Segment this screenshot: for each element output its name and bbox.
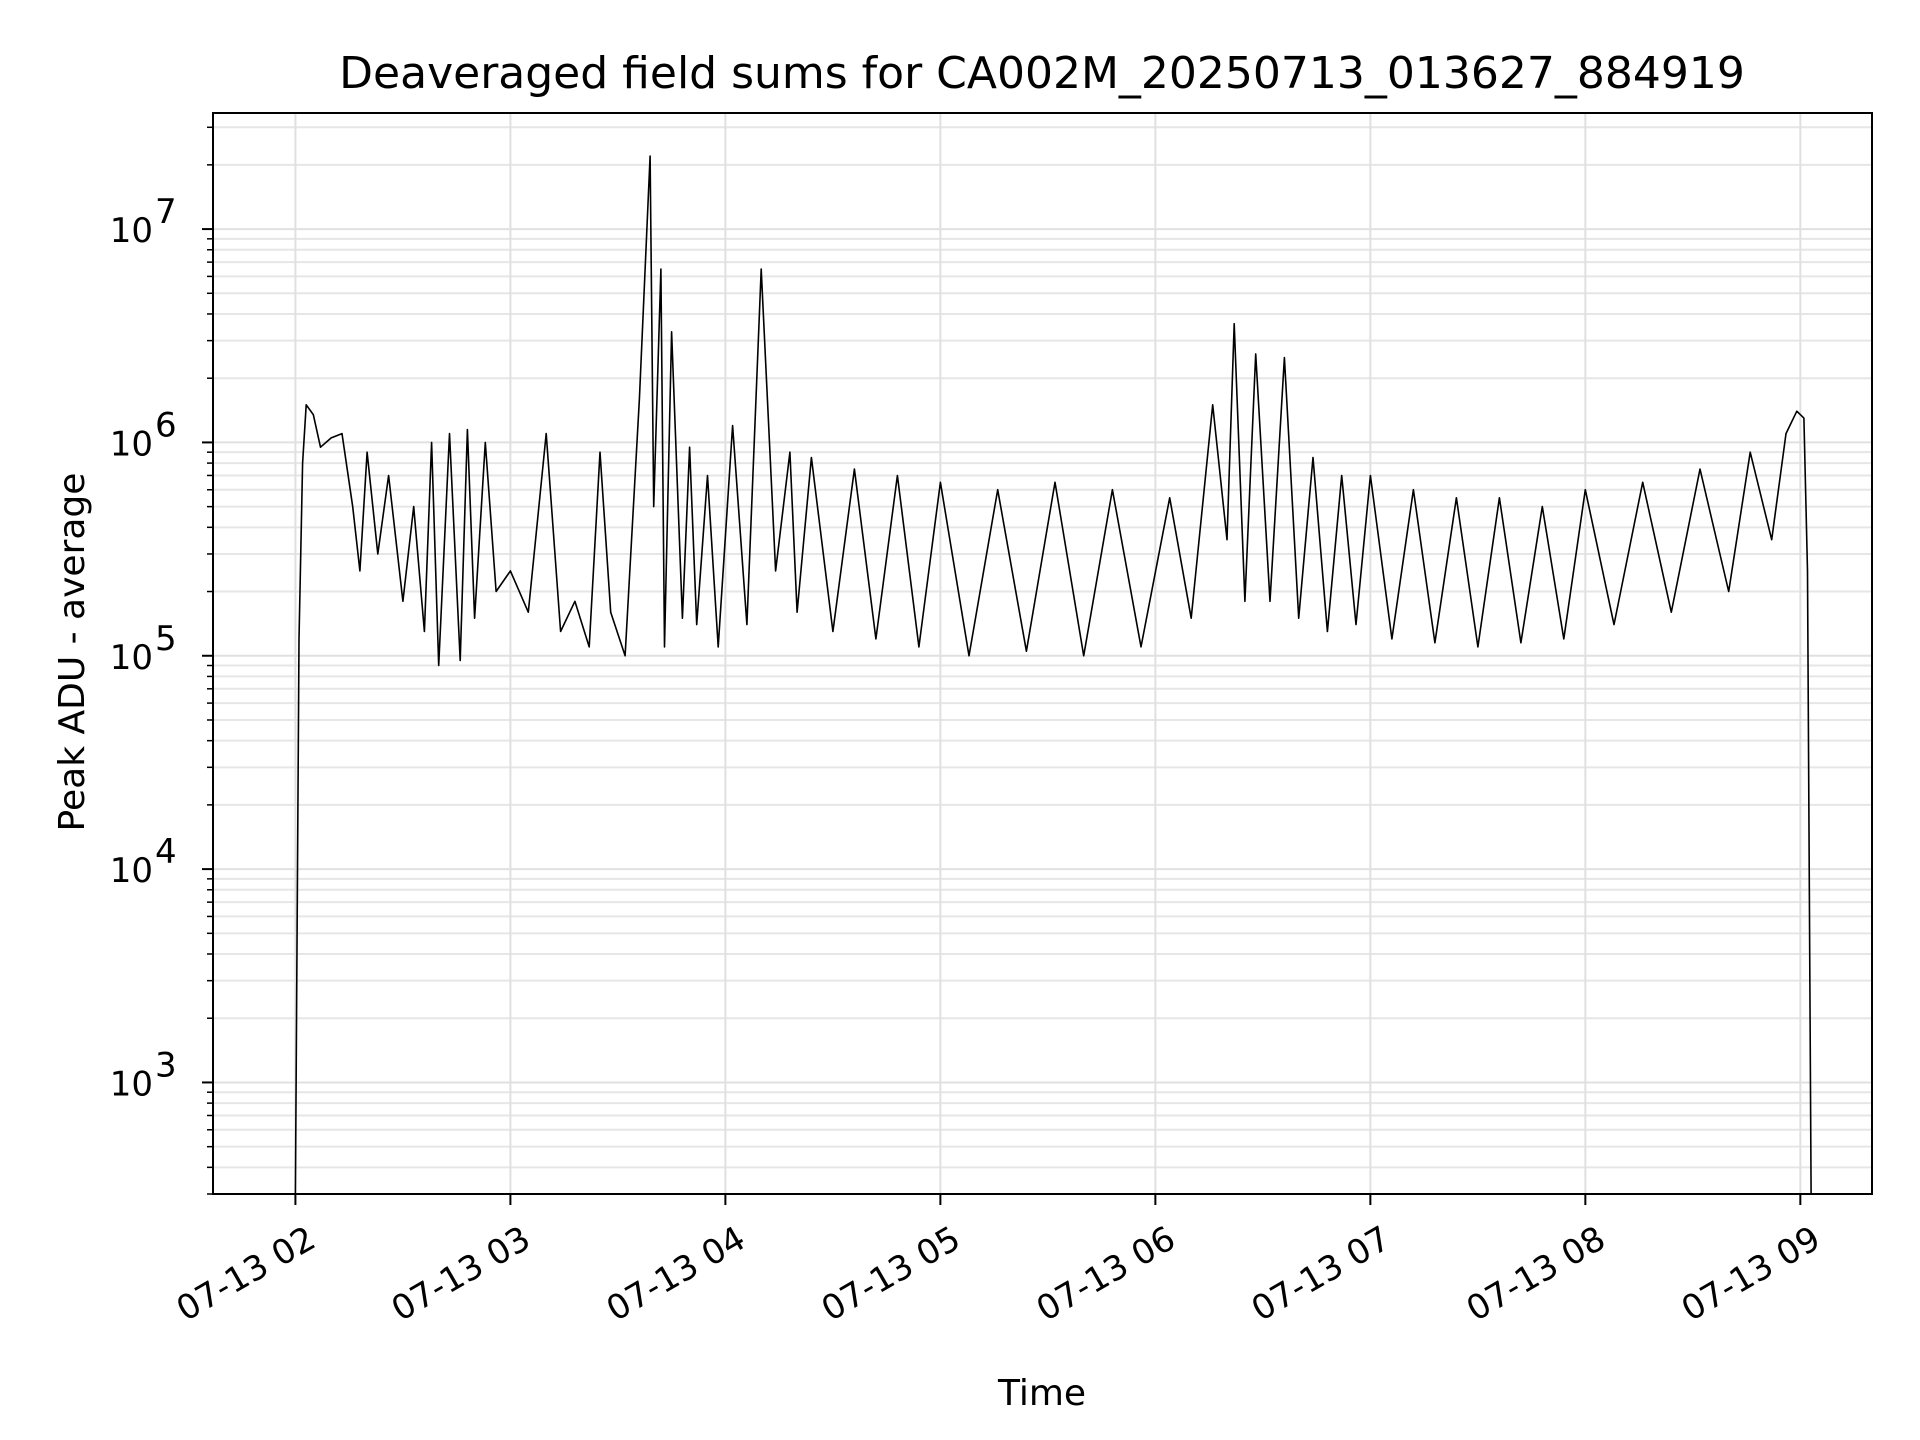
y-tick-label: 10 (110, 1064, 153, 1104)
x-tick-label: 07-13 05 (815, 1219, 967, 1330)
series-line (294, 155, 1812, 1195)
y-tick-exponent: 5 (155, 619, 177, 659)
grid-layer (213, 113, 1872, 1195)
x-axis-title: Time (997, 1373, 1086, 1414)
y-axis-title: Peak ADU - average (52, 473, 93, 832)
x-tick-label: 07-13 09 (1675, 1219, 1827, 1330)
x-tick-label: 07-13 06 (1030, 1219, 1182, 1330)
y-tick-label: 10 (110, 851, 153, 891)
y-tick-label: 10 (110, 211, 153, 251)
x-tick-label: 07-13 02 (170, 1219, 322, 1330)
x-tick-label: 07-13 08 (1460, 1219, 1612, 1330)
series-layer (294, 155, 1812, 1195)
frame-layer (212, 112, 1873, 1195)
y-tick-exponent: 3 (155, 1045, 177, 1085)
x-tick-label: 07-13 07 (1245, 1219, 1397, 1330)
chart-title: Deaveraged field sums for CA002M_2025071… (339, 48, 1745, 99)
y-tick-label: 10 (110, 424, 153, 464)
y-tick-exponent: 6 (155, 405, 177, 445)
y-tick-exponent: 4 (155, 832, 177, 872)
y-tick-label: 10 (110, 638, 153, 678)
plot-frame (212, 112, 1873, 1195)
x-tick-label: 07-13 03 (385, 1219, 537, 1330)
x-tick-label: 07-13 04 (600, 1219, 752, 1330)
y-tick-exponent: 7 (155, 192, 177, 232)
